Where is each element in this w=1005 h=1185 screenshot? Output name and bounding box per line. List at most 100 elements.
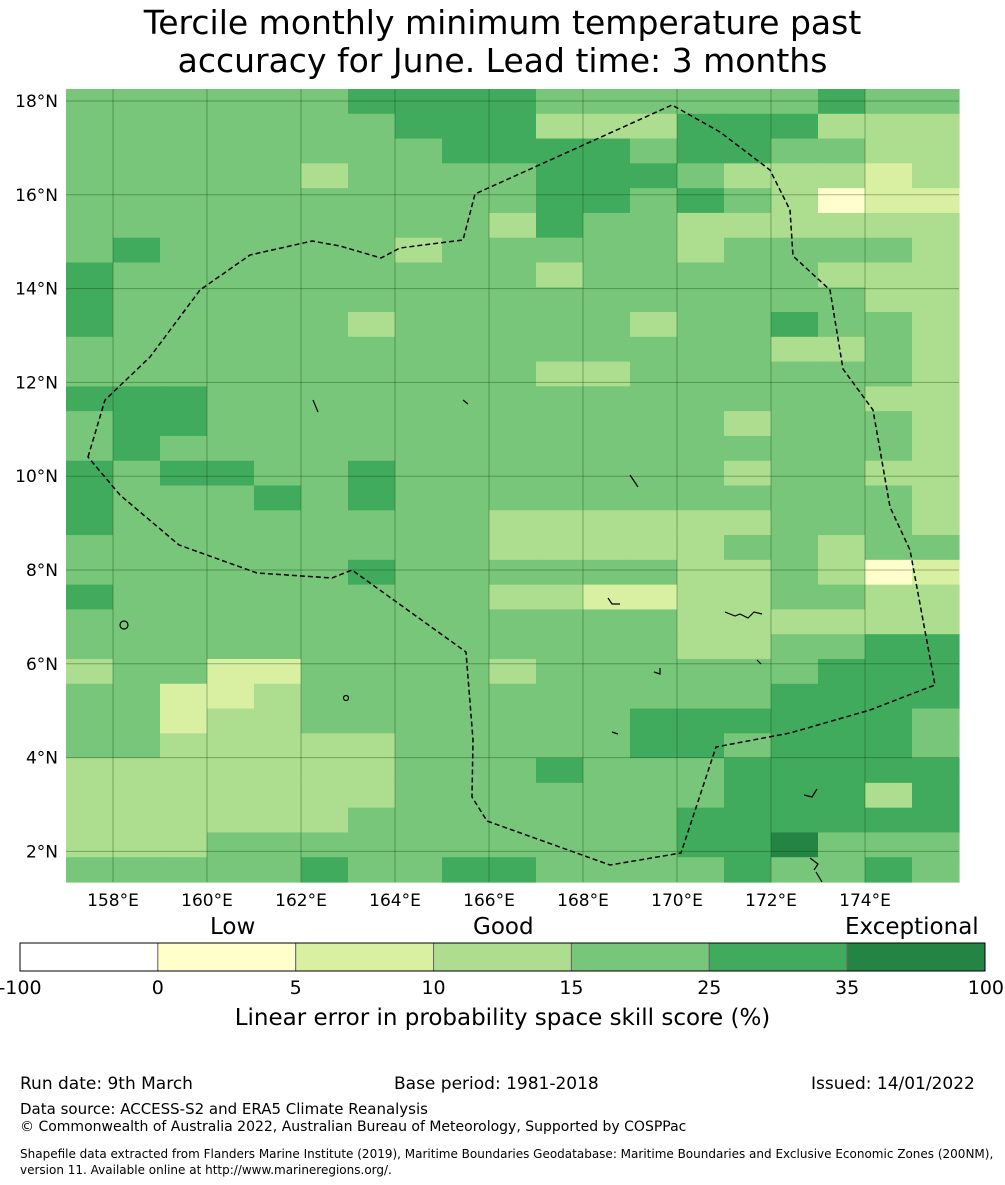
- skill-cell: [583, 312, 631, 338]
- colorbar-segment: [295, 942, 435, 972]
- skill-cell: [489, 733, 537, 759]
- skill-cell: [66, 212, 114, 239]
- lon-tick-label: 168°E: [557, 891, 609, 911]
- skill-cell: [113, 634, 161, 660]
- skill-cell: [207, 336, 255, 363]
- colorbar-tick-label: 5: [290, 977, 302, 999]
- skill-cell: [207, 237, 255, 264]
- skill-cell: [442, 460, 490, 487]
- skill-cell: [677, 361, 725, 387]
- skill-cell: [536, 535, 584, 561]
- skill-cell: [771, 782, 819, 809]
- skill-cell: [771, 411, 819, 437]
- skill-cell: [865, 138, 913, 164]
- skill-cell: [113, 535, 161, 561]
- skill-cell: [395, 683, 443, 710]
- skill-cell: [207, 361, 255, 387]
- skill-cell: [818, 857, 866, 883]
- skill-cell: [818, 361, 866, 387]
- skill-cell: [771, 609, 819, 635]
- skill-cell: [301, 89, 349, 115]
- skill-cell: [536, 212, 584, 239]
- skill-cell: [301, 510, 349, 536]
- skill-cell: [301, 287, 349, 313]
- skill-cell: [818, 287, 866, 313]
- skill-cell: [489, 113, 537, 140]
- skill-cell: [583, 212, 631, 239]
- skill-cell: [160, 262, 208, 288]
- skill-cell: [442, 262, 490, 288]
- skill-cell: [254, 212, 302, 239]
- skill-cell: [301, 559, 349, 586]
- skill-cell: [395, 411, 443, 437]
- skill-cell: [677, 708, 725, 734]
- skill-cell: [254, 510, 302, 536]
- skill-cell: [536, 312, 584, 338]
- skill-cell: [160, 510, 208, 536]
- skill-cell: [113, 708, 161, 734]
- skill-cell: [395, 188, 443, 214]
- skill-cell: [442, 138, 490, 164]
- skill-cell: [301, 584, 349, 611]
- skill-cell: [771, 634, 819, 660]
- shapefile-attribution: Shapefile data extracted from Flanders M…: [20, 1147, 994, 1177]
- skill-cell: [301, 188, 349, 214]
- skill-cell: [489, 336, 537, 363]
- skill-cell: [818, 584, 866, 611]
- island: [119, 620, 129, 630]
- skill-cell: [724, 138, 772, 164]
- skill-cell: [630, 138, 678, 164]
- skill-cell: [442, 510, 490, 536]
- skill-cell: [865, 287, 913, 313]
- skill-cell: [66, 807, 114, 834]
- lat-tick-label: 18°N: [15, 92, 58, 112]
- skill-cell: [442, 411, 490, 437]
- skill-cell: [489, 460, 537, 487]
- skill-cell: [865, 485, 913, 511]
- base-period: Base period: 1981-2018: [394, 1074, 599, 1094]
- skill-cell: [254, 237, 302, 264]
- islands: [119, 399, 823, 883]
- skill-cell: [536, 634, 584, 660]
- skill-cell: [818, 113, 866, 140]
- skill-cell: [536, 188, 584, 214]
- lon-tick-label: 170°E: [651, 891, 703, 911]
- skill-cell: [630, 411, 678, 437]
- skill-cell: [630, 782, 678, 809]
- skill-cell: [865, 584, 913, 611]
- skill-cell: [442, 312, 490, 338]
- skill-cell: [489, 262, 537, 288]
- skill-cell: [912, 807, 960, 834]
- skill-cell: [301, 535, 349, 561]
- skill-cell: [677, 89, 725, 115]
- skill-cell: [113, 212, 161, 239]
- issued-date: Issued: 14/01/2022: [811, 1074, 975, 1094]
- skill-cell: [583, 510, 631, 536]
- skill-cell: [771, 832, 819, 858]
- skill-cell: [113, 411, 161, 437]
- skill-cell: [630, 312, 678, 338]
- skill-cell: [395, 361, 443, 387]
- skill-cell: [301, 336, 349, 363]
- skill-cell: [818, 336, 866, 363]
- skill-cell: [348, 584, 396, 611]
- skill-cell: [677, 584, 725, 611]
- skill-cell: [912, 658, 960, 685]
- skill-cell: [348, 807, 396, 834]
- skill-cell: [489, 857, 537, 883]
- skill-cell: [395, 857, 443, 883]
- skill-cell: [677, 733, 725, 759]
- skill-cell: [865, 113, 913, 140]
- skill-cell: [207, 386, 255, 412]
- skill-cell: [113, 559, 161, 586]
- skill-cell: [630, 658, 678, 685]
- skill-cell: [254, 782, 302, 809]
- skill-cell: [865, 312, 913, 338]
- skill-cell: [113, 287, 161, 313]
- skill-cell: [912, 535, 960, 561]
- skill-cell: [66, 683, 114, 710]
- skill-cell: [630, 113, 678, 140]
- skill-cell: [818, 683, 866, 710]
- skill-cell: [818, 212, 866, 239]
- skill-cell: [160, 312, 208, 338]
